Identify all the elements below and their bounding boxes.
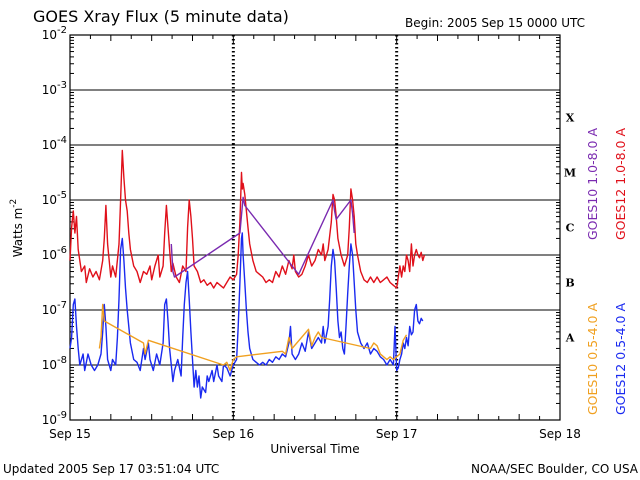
x-tick-label: Sep 18 (539, 427, 581, 441)
y-tick-base: 10 (42, 138, 57, 152)
series-layer (69, 149, 426, 399)
flare-class-label: A (565, 332, 575, 345)
x-tick-label: Sep 17 (376, 427, 418, 441)
flare-class-labels: X M C B A (564, 112, 576, 345)
y-tick-label: 10-5 (42, 190, 67, 207)
y-tick-label: 10-7 (42, 300, 67, 317)
y-axis-label-text: Watts m (11, 208, 25, 258)
footer-updated: Updated 2005 Sep 17 03:51:04 UTC (3, 462, 219, 476)
plot-grid (70, 89, 560, 366)
y-tick-exponent: -4 (57, 135, 67, 146)
legend-entry: GOES10 1.0-8.0 A (585, 128, 600, 240)
y-tick-base: 10 (42, 83, 57, 97)
flare-class-label: C (566, 222, 575, 235)
legend-entry: GOES12 1.0-8.0 A (613, 128, 628, 240)
series-line (98, 303, 408, 372)
y-tick-base: 10 (42, 248, 57, 262)
y-tick-label: 10-9 (42, 410, 67, 427)
y-tick-exponent: -9 (57, 410, 67, 421)
y-tick-labels: 10-210-310-410-510-610-710-810-9 (42, 25, 67, 427)
plot-frame (69, 34, 561, 421)
flare-class-label: X (566, 112, 575, 125)
footer-credit: NOAA/SEC Boulder, CO USA (471, 462, 639, 476)
axis-ticks (69, 35, 561, 421)
series-line (69, 149, 426, 289)
x-tick-labels: Sep 15 Sep 16 Sep 17 Sep 18 (49, 427, 581, 441)
series-line (69, 232, 424, 399)
y-tick-exponent: -5 (57, 190, 67, 201)
y-tick-base: 10 (42, 303, 57, 317)
svg-text:Watts m-2: Watts m-2 (9, 199, 25, 258)
y-tick-label: 10-8 (42, 355, 67, 372)
y-tick-label: 10-2 (42, 25, 67, 42)
y-axis-label-exponent: -2 (9, 199, 19, 208)
y-tick-exponent: -2 (57, 25, 67, 36)
y-tick-exponent: -8 (57, 355, 67, 366)
legend-entry: GOES10 0.5-4.0 A (585, 303, 600, 415)
y-tick-label: 10-4 (42, 135, 67, 152)
chart-title: GOES Xray Flux (5 minute data) (33, 7, 289, 26)
y-tick-exponent: -7 (57, 300, 67, 311)
flare-class-label: M (564, 167, 576, 180)
y-tick-base: 10 (42, 193, 57, 207)
y-tick-label: 10-3 (42, 80, 67, 97)
x-tick-label: Sep 15 (49, 427, 91, 441)
y-tick-base: 10 (42, 413, 57, 427)
flare-class-label: B (565, 277, 574, 290)
y-axis-label: Watts m-2 (9, 199, 25, 258)
x-tick-label: Sep 16 (212, 427, 254, 441)
y-tick-exponent: -6 (57, 245, 67, 256)
legend-entry: GOES12 0.5-4.0 A (613, 303, 628, 415)
y-tick-base: 10 (42, 28, 57, 42)
day-markers (231, 35, 399, 420)
y-tick-label: 10-6 (42, 245, 67, 262)
y-tick-exponent: -3 (57, 80, 67, 91)
begin-label: Begin: 2005 Sep 15 0000 UTC (405, 16, 585, 30)
legend: GOES10 1.0-8.0 A GOES12 1.0-8.0 A GOES10 0… (585, 128, 628, 415)
y-tick-base: 10 (42, 358, 57, 372)
series-line (170, 196, 355, 278)
x-axis-label: Universal Time (270, 442, 359, 456)
